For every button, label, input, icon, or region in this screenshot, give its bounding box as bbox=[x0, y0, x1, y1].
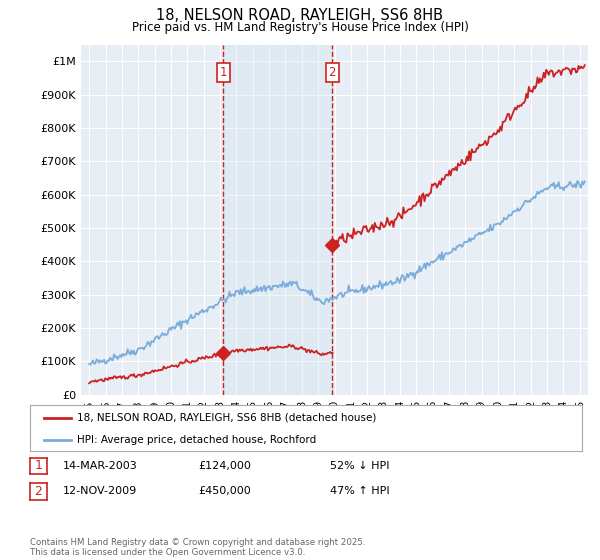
Text: 18, NELSON ROAD, RAYLEIGH, SS6 8HB (detached house): 18, NELSON ROAD, RAYLEIGH, SS6 8HB (deta… bbox=[77, 413, 376, 423]
Text: HPI: Average price, detached house, Rochford: HPI: Average price, detached house, Roch… bbox=[77, 435, 316, 445]
Text: Contains HM Land Registry data © Crown copyright and database right 2025.
This d: Contains HM Land Registry data © Crown c… bbox=[30, 538, 365, 557]
Text: Price paid vs. HM Land Registry's House Price Index (HPI): Price paid vs. HM Land Registry's House … bbox=[131, 21, 469, 34]
Text: 1: 1 bbox=[220, 66, 227, 80]
Text: 2: 2 bbox=[329, 66, 336, 80]
Text: 18, NELSON ROAD, RAYLEIGH, SS6 8HB: 18, NELSON ROAD, RAYLEIGH, SS6 8HB bbox=[157, 8, 443, 24]
Text: £450,000: £450,000 bbox=[198, 486, 251, 496]
Text: 12-NOV-2009: 12-NOV-2009 bbox=[63, 486, 137, 496]
Text: 14-MAR-2003: 14-MAR-2003 bbox=[63, 461, 138, 471]
Text: 52% ↓ HPI: 52% ↓ HPI bbox=[330, 461, 389, 471]
Text: 2: 2 bbox=[34, 484, 43, 498]
Text: 1: 1 bbox=[34, 459, 43, 473]
Text: £124,000: £124,000 bbox=[198, 461, 251, 471]
Text: 47% ↑ HPI: 47% ↑ HPI bbox=[330, 486, 389, 496]
Bar bbox=[223, 45, 332, 395]
